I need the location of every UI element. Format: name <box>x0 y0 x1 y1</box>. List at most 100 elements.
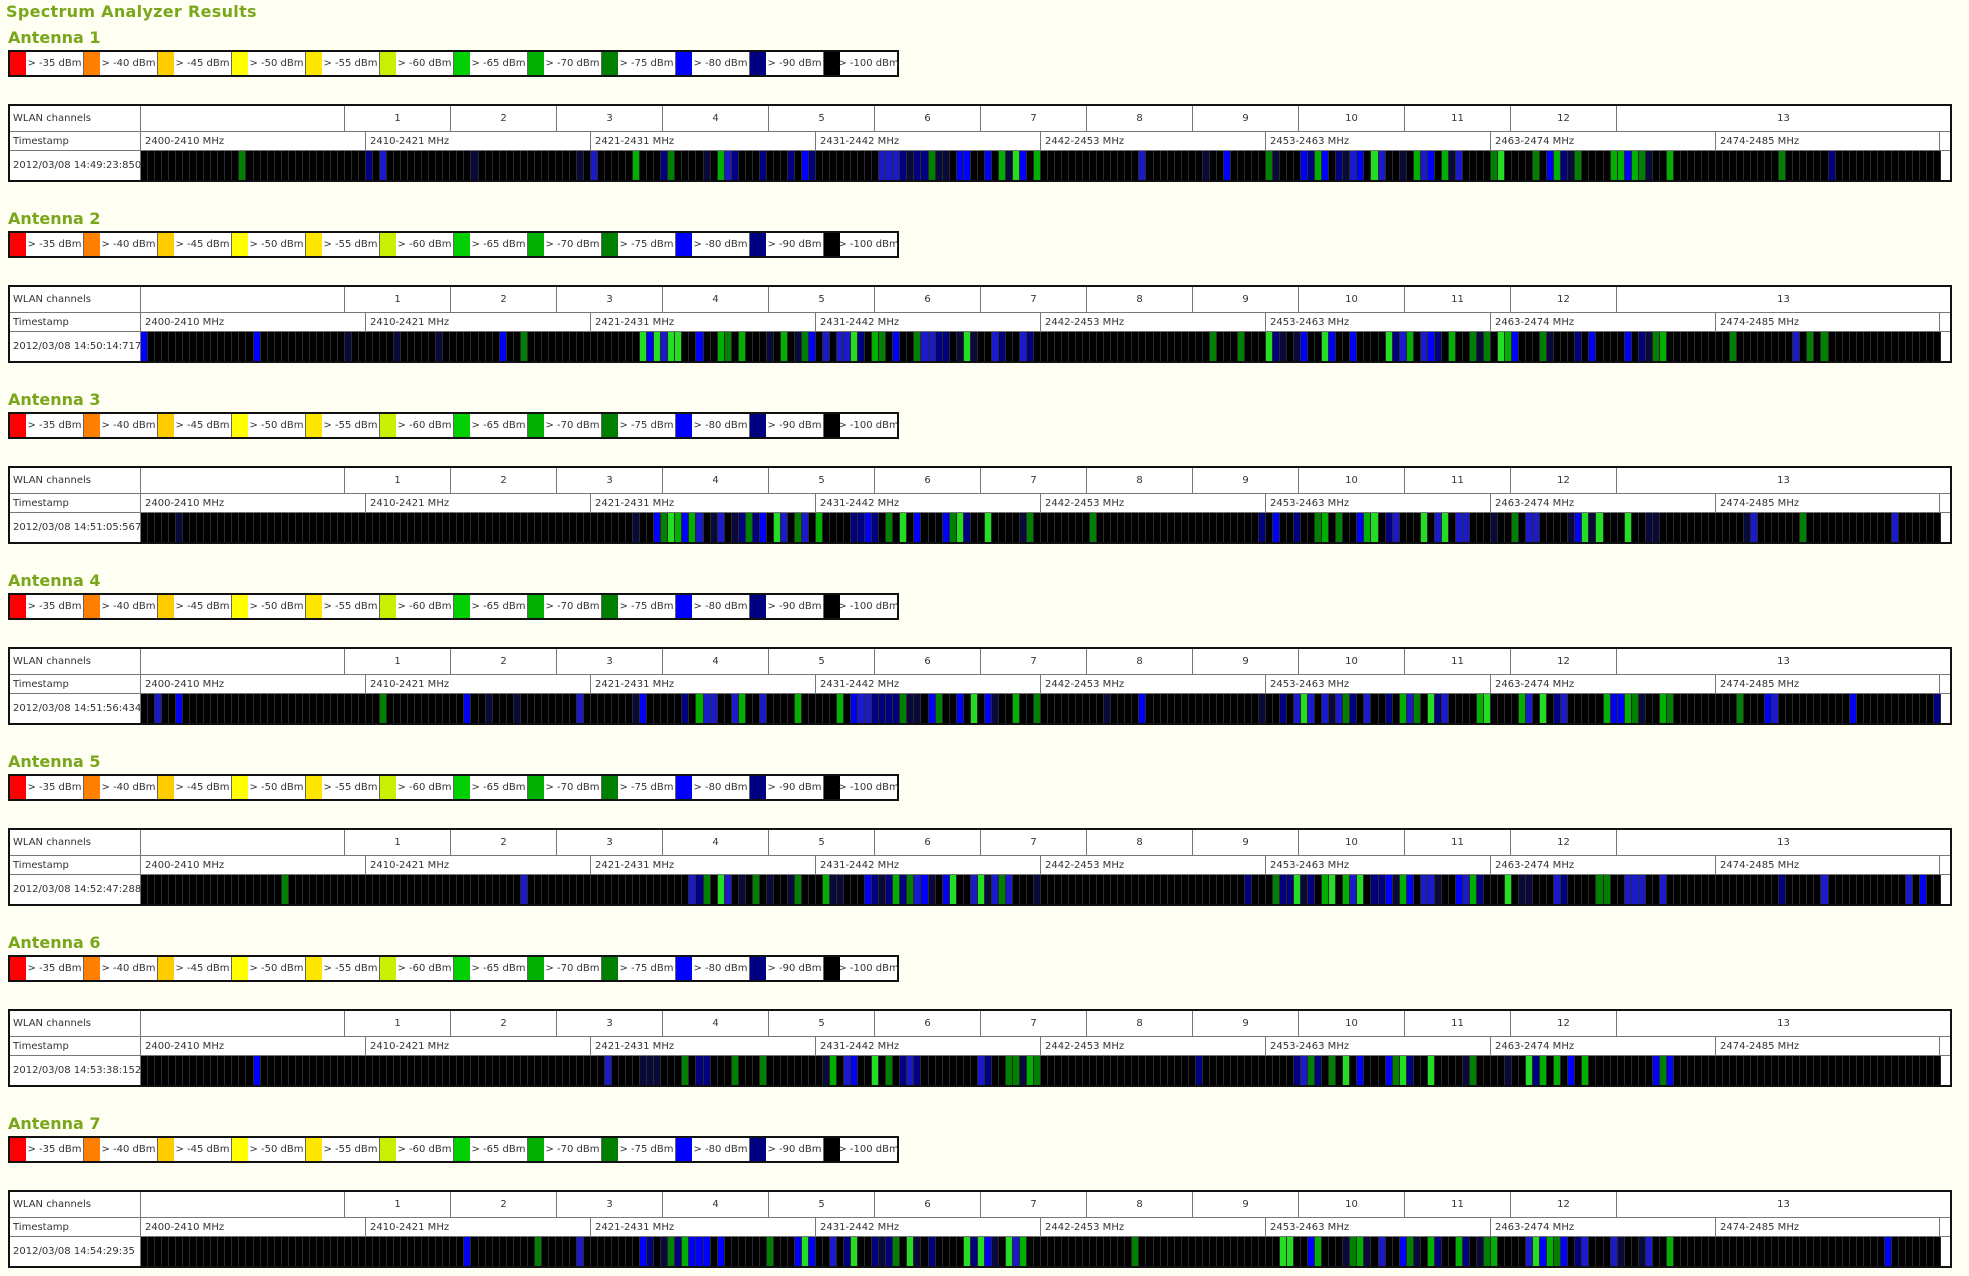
spectrum-bin <box>1251 513 1259 542</box>
spectrum-bin <box>668 1237 676 1266</box>
spectrum-bin <box>1680 151 1688 180</box>
spectrum-bin <box>1125 151 1133 180</box>
spectrum-bin <box>1216 1056 1224 1085</box>
spectrum-bin <box>1427 332 1435 361</box>
spectrum-bin <box>1891 694 1899 723</box>
spectrum-bin <box>1701 513 1709 542</box>
spectrum-bin <box>218 513 226 542</box>
spectrum-bin <box>1083 332 1091 361</box>
spectrum-bin <box>1195 694 1203 723</box>
spectrum-bin <box>1849 875 1857 904</box>
channel-cell: 11 <box>1405 468 1511 493</box>
legend-swatch <box>306 414 322 437</box>
legend-label: > -40 dBm <box>101 58 156 69</box>
legend-item: > -45 dBm <box>158 595 232 618</box>
spectrum-bin <box>816 151 824 180</box>
spectrum-bin <box>415 1056 423 1085</box>
spectrum-bin <box>527 332 535 361</box>
spectrum-bin <box>401 513 409 542</box>
spectrum-bin <box>1251 1056 1259 1085</box>
spectrum-bin <box>499 151 507 180</box>
spectrum-bin <box>492 513 500 542</box>
spectrum-bin <box>1786 875 1794 904</box>
frequency-cell: 2410-2421 MHz <box>366 132 591 150</box>
spectrum-bin <box>569 875 577 904</box>
channel-cell: 6 <box>875 830 981 855</box>
spectrum-bin <box>1420 1056 1428 1085</box>
spectrum-bin <box>1491 513 1499 542</box>
spectrum-bin <box>422 694 430 723</box>
channel-cell: 12 <box>1511 106 1617 131</box>
frequency-row: Timestamp 2400-2410 MHz 2410-2421 MHz 2421-… <box>10 132 1950 151</box>
antenna-title: Antenna 2 <box>8 209 101 228</box>
spectrum-bin <box>464 1056 472 1085</box>
channel-cell: 5 <box>769 287 875 312</box>
spectrum-bin <box>555 1237 563 1266</box>
spectrum-bin <box>1364 1056 1372 1085</box>
spectrum-bin <box>907 151 915 180</box>
spectrum-bin <box>647 151 655 180</box>
legend-item: > -40 dBm <box>84 595 158 618</box>
legend-swatch <box>602 957 618 980</box>
legend-swatch <box>602 1138 618 1161</box>
spectrum-bin <box>696 151 704 180</box>
spectrum-bin <box>1694 151 1702 180</box>
spectrum-bin <box>541 1237 549 1266</box>
frequency-cell: 2410-2421 MHz <box>366 494 591 512</box>
spectrum-bin <box>1301 1056 1309 1085</box>
spectrum-bin <box>1568 513 1576 542</box>
spectrum-bin <box>1343 1237 1351 1266</box>
spectrum-bin <box>1019 1056 1027 1085</box>
spectrum-bin <box>1680 1237 1688 1266</box>
channel-cell: 13 <box>1777 1199 1790 1210</box>
spectrum-bin <box>759 694 767 723</box>
spectrum-bin <box>1694 694 1702 723</box>
spectrum-bin <box>499 513 507 542</box>
spectrum-bin <box>337 332 345 361</box>
spectrum-bin <box>176 1237 184 1266</box>
legend-item: > -90 dBm <box>750 1138 824 1161</box>
spectrum-bin <box>1033 332 1041 361</box>
spectrum-bin <box>1153 1056 1161 1085</box>
spectrum-bin <box>1821 513 1829 542</box>
spectrum-bin <box>998 1237 1006 1266</box>
spectrum-bin <box>1638 1056 1646 1085</box>
frequency-cell: 2463-2474 MHz <box>1491 856 1716 874</box>
spectrum-bin <box>1814 1237 1822 1266</box>
spectrum-bin <box>766 332 774 361</box>
spectrum-bin <box>1610 694 1618 723</box>
spectrum-bin <box>373 694 381 723</box>
spectrum-bin <box>626 332 634 361</box>
legend-swatch <box>676 233 692 256</box>
spectrum-bin <box>1582 694 1590 723</box>
timestamp-label: Timestamp <box>10 675 141 693</box>
spectrum-bin <box>1244 694 1252 723</box>
spectrum-bin <box>506 694 514 723</box>
frequency-cell: 2431-2442 MHz <box>816 1037 1041 1055</box>
spectrum-bin <box>1427 151 1435 180</box>
legend-item: > -45 dBm <box>158 1138 232 1161</box>
spectrum-bin <box>1125 875 1133 904</box>
spectrum-bin <box>1687 513 1695 542</box>
legend-swatch <box>602 233 618 256</box>
spectrum-bin <box>1174 332 1182 361</box>
spectrum-bin <box>562 513 570 542</box>
spectrum-bins <box>141 151 1941 180</box>
timestamp-label: Timestamp <box>10 494 141 512</box>
spectrum-bin <box>1575 875 1583 904</box>
spectrum-bin <box>787 694 795 723</box>
spectrum-bin <box>591 332 599 361</box>
channel-cell: 5 <box>769 106 875 131</box>
spectrum-bin <box>1814 1056 1822 1085</box>
spectrum-bin <box>1687 1056 1695 1085</box>
spectrum-bin <box>1526 1237 1534 1266</box>
spectrum-bin <box>1476 151 1484 180</box>
spectrum-bin <box>373 513 381 542</box>
spectrum-bin <box>886 332 894 361</box>
spectrum-bin <box>520 875 528 904</box>
spectrum-bin <box>443 513 451 542</box>
spectrum-bin <box>963 875 971 904</box>
spectrum-bin <box>1055 151 1063 180</box>
channel-cell: 11 <box>1405 287 1511 312</box>
spectrum-bin <box>1631 1056 1639 1085</box>
